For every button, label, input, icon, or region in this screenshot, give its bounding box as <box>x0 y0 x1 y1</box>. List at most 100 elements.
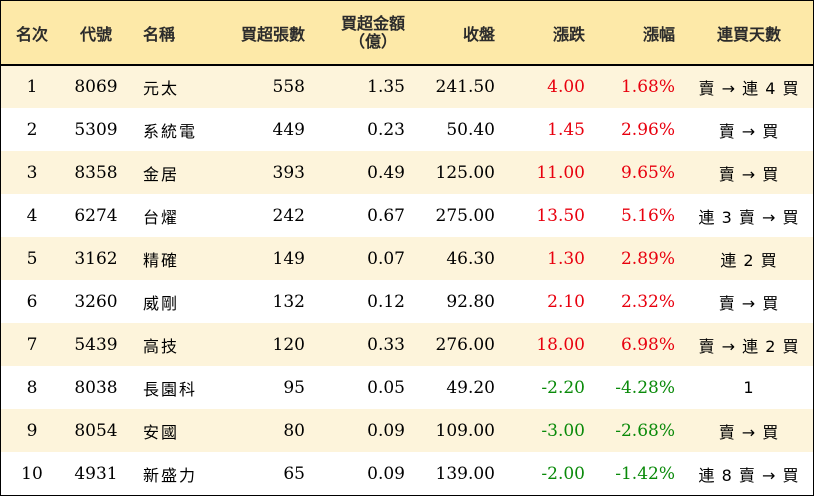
rank-cell: 7 <box>26 334 38 355</box>
header-name: 名稱 <box>129 1 215 66</box>
code-cell: 8069 <box>74 77 118 97</box>
buy-amount-cell: 0.05 <box>367 377 405 398</box>
rank-cell: 10 <box>21 463 43 484</box>
name-cell: 系統電 <box>143 121 198 141</box>
change-pct-cell: -1.42% <box>615 463 675 484</box>
header-streak: 連買天數 <box>685 1 813 66</box>
header-buy-amount-label: 買超金額 <box>340 13 405 33</box>
table-row: 9 8054 安國 80 0.09 109.00 -3.00 -2.68% 賣 → 買 <box>1 409 813 452</box>
streak-cell: 賣 → 買 <box>718 164 780 184</box>
table-row: 2 5309 系統電 449 0.23 50.40 1.45 2.96% 賣 → 買 <box>1 108 813 151</box>
code-cell: 6274 <box>74 205 118 226</box>
code-cell: 4931 <box>74 463 118 484</box>
change-pct-cell: 2.89% <box>620 248 675 269</box>
change-cell: 11.00 <box>536 162 585 183</box>
code-cell: 5309 <box>74 119 118 140</box>
table-row: 5 3162 精確 149 0.07 46.30 1.30 2.89% 連 2 買 <box>1 237 813 280</box>
table-row: 10 4931 新盛力 65 0.09 139.00 -2.00 -1.42% 連 8 賣 → … <box>1 452 813 495</box>
name-cell: 金居 <box>143 164 180 184</box>
buy-lots-cell: 393 <box>272 162 305 183</box>
rank-cell: 3 <box>26 162 38 183</box>
name-cell: 元太 <box>143 79 180 98</box>
buy-amount-cell: 1.35 <box>367 77 405 97</box>
buy-amount-cell: 0.67 <box>367 205 405 226</box>
rank-cell: 6 <box>26 291 38 312</box>
close-cell: 46.30 <box>446 248 495 269</box>
streak-cell: 連 8 賣 → 買 <box>698 465 800 485</box>
rank-cell: 5 <box>26 248 38 269</box>
name-cell: 威剛 <box>143 293 180 313</box>
table-row: 3 8358 金居 393 0.49 125.00 11.00 9.65% 賣 → 買 <box>1 151 813 194</box>
buy-lots-cell: 95 <box>283 377 305 398</box>
header-code: 代號 <box>63 1 129 66</box>
header-buy-amount: 買超金額 （億） <box>315 1 415 66</box>
header-change: 漲跌 <box>505 1 595 66</box>
table-row: 7 5439 高技 120 0.33 276.00 18.00 6.98% 賣 → 連 2 買 <box>1 323 813 366</box>
buy-lots-cell: 80 <box>283 420 305 441</box>
change-pct-cell: 6.98% <box>620 334 675 355</box>
header-change-pct: 漲幅 <box>595 1 685 66</box>
rank-cell: 8 <box>26 377 38 398</box>
change-pct-cell: -2.68% <box>615 420 675 441</box>
name-cell: 台燿 <box>143 207 180 227</box>
change-pct-cell: 1.68% <box>620 77 675 97</box>
close-cell: 276.00 <box>435 334 495 355</box>
change-cell: 1.45 <box>547 119 585 140</box>
close-cell: 92.80 <box>446 291 495 312</box>
rank-cell: 4 <box>26 205 38 226</box>
code-cell: 3260 <box>74 291 118 312</box>
rank-cell: 9 <box>26 420 38 441</box>
change-pct-cell: -4.28% <box>615 377 675 398</box>
table-row: 6 3260 威剛 132 0.12 92.80 2.10 2.32% 賣 → 買 <box>1 280 813 323</box>
close-cell: 139.00 <box>435 463 495 484</box>
close-cell: 49.20 <box>446 377 495 398</box>
code-cell: 3162 <box>74 248 118 269</box>
change-cell: -2.00 <box>541 463 585 484</box>
streak-cell: 賣 → 買 <box>718 422 780 442</box>
change-cell: -3.00 <box>541 420 585 441</box>
rank-cell: 1 <box>26 77 38 97</box>
streak-cell: 賣 → 買 <box>718 293 780 313</box>
change-cell: 13.50 <box>536 205 585 226</box>
name-cell: 精確 <box>143 250 180 270</box>
table-header-row: 名次 代號 名稱 買超張數 買超金額 （億） 收盤 漲跌 漲幅 連買天數 <box>1 1 813 66</box>
change-pct-cell: 2.32% <box>620 291 675 312</box>
close-cell: 50.40 <box>446 119 495 140</box>
streak-cell: 連 3 賣 → 買 <box>698 207 800 227</box>
close-cell: 125.00 <box>435 162 495 183</box>
code-cell: 8358 <box>74 162 118 183</box>
buy-amount-cell: 0.49 <box>367 162 405 183</box>
change-pct-cell: 9.65% <box>620 162 675 183</box>
change-pct-cell: 5.16% <box>620 205 675 226</box>
change-cell: 2.10 <box>547 291 585 312</box>
streak-cell: 連 2 買 <box>720 250 778 270</box>
change-cell: 1.30 <box>547 248 585 269</box>
buy-lots-cell: 449 <box>272 119 305 140</box>
code-cell: 8054 <box>74 420 118 441</box>
rank-cell: 2 <box>26 119 38 140</box>
close-cell: 275.00 <box>435 205 495 226</box>
code-cell: 8038 <box>74 377 118 398</box>
buy-lots-cell: 558 <box>272 77 305 97</box>
close-cell: 109.00 <box>435 420 495 441</box>
buy-amount-cell: 0.33 <box>367 334 405 355</box>
change-cell: -2.20 <box>541 377 585 398</box>
buy-amount-cell: 0.07 <box>367 248 405 269</box>
code-cell: 5439 <box>74 334 118 355</box>
streak-cell: 賣 → 連 2 買 <box>698 336 800 356</box>
header-rank: 名次 <box>1 1 63 66</box>
buy-lots-cell: 149 <box>272 248 305 269</box>
buy-lots-cell: 65 <box>283 463 305 484</box>
table-row: 8 8038 長園科 95 0.05 49.20 -2.20 -4.28% 1 <box>1 366 813 409</box>
change-cell: 18.00 <box>536 334 585 355</box>
table-row: 1 8069 元太 558 1.35 241.50 4.00 1.68% 賣 → 連 4 買 <box>1 65 813 108</box>
buy-amount-cell: 0.12 <box>367 291 405 312</box>
close-cell: 241.50 <box>435 77 495 97</box>
table-row: 4 6274 台燿 242 0.67 275.00 13.50 5.16% 連 3 賣 → 買 <box>1 194 813 237</box>
name-cell: 安國 <box>143 422 180 442</box>
name-cell: 新盛力 <box>143 465 198 485</box>
name-cell: 長園科 <box>143 379 198 399</box>
streak-cell: 1 <box>743 378 755 397</box>
